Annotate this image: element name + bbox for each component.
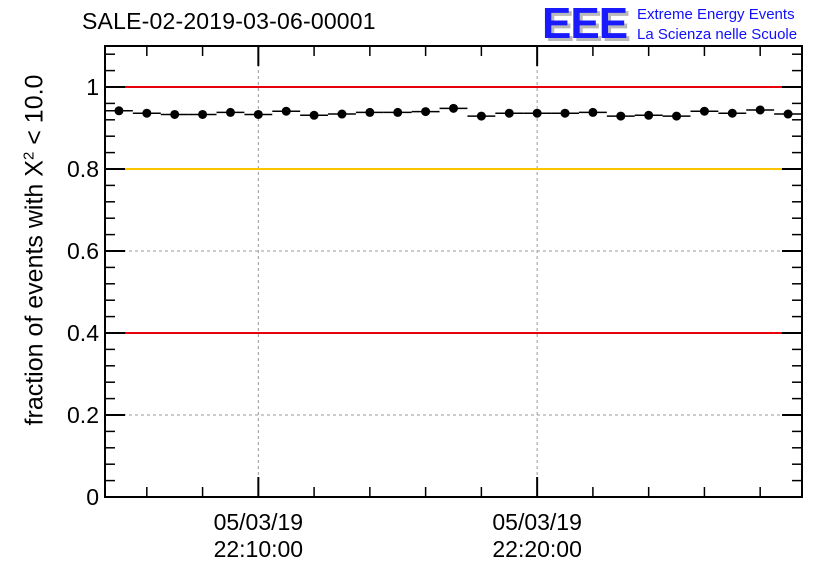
logo-mark: EEE xyxy=(542,0,628,48)
data-point xyxy=(560,108,570,118)
tick-labels: 00.20.40.60.8105/03/1922:10:0005/03/1922… xyxy=(67,74,582,562)
x-tick-label-time: 22:20:00 xyxy=(492,536,582,562)
logo-line-1: Extreme Energy Events xyxy=(637,6,795,23)
data-point xyxy=(449,103,458,113)
data-point xyxy=(198,109,208,119)
data-point xyxy=(699,106,709,116)
data-point xyxy=(393,107,403,117)
grid-lines xyxy=(105,46,802,497)
data-point xyxy=(616,111,626,121)
data-point xyxy=(532,108,542,118)
x-tick-label-date: 05/03/19 xyxy=(214,509,304,535)
data-point xyxy=(672,111,682,121)
data-point xyxy=(476,111,486,121)
data-point xyxy=(588,107,598,117)
logo-line-2: La Scienza nelle Scuole xyxy=(637,26,798,43)
x-tick-label-date: 05/03/19 xyxy=(492,509,582,535)
data-point xyxy=(309,110,319,120)
reference-lines xyxy=(105,86,802,334)
data-point xyxy=(755,105,765,115)
eee-logo: EEE EEE Extreme Energy Events La Scienza… xyxy=(540,0,830,51)
data-point xyxy=(281,106,291,116)
data-point xyxy=(253,109,263,119)
data-points xyxy=(105,103,802,121)
data-point xyxy=(783,109,793,119)
data-point xyxy=(142,108,152,118)
data-point xyxy=(727,108,737,118)
plot-frame xyxy=(104,45,803,498)
chart-title: SALE-02-2019-03-06-00001 xyxy=(82,8,376,34)
axis-ticks xyxy=(105,46,802,498)
data-point xyxy=(114,106,124,116)
data-point xyxy=(365,107,375,117)
y-tick-label: 0.6 xyxy=(67,238,99,264)
logo-mark-shadow: EEE xyxy=(545,2,631,51)
data-point xyxy=(337,109,347,119)
data-point xyxy=(225,107,235,117)
y-tick-label: 0.8 xyxy=(67,156,99,182)
y-tick-label: 0.2 xyxy=(67,402,99,428)
data-point xyxy=(170,109,180,119)
data-point xyxy=(644,110,654,120)
data-point xyxy=(504,108,514,118)
x-tick-label-time: 22:10:00 xyxy=(214,536,304,562)
data-point xyxy=(421,107,431,117)
y-tick-label: 1 xyxy=(86,74,99,100)
y-tick-label: 0.4 xyxy=(67,320,99,346)
y-tick-label: 0 xyxy=(86,484,99,510)
